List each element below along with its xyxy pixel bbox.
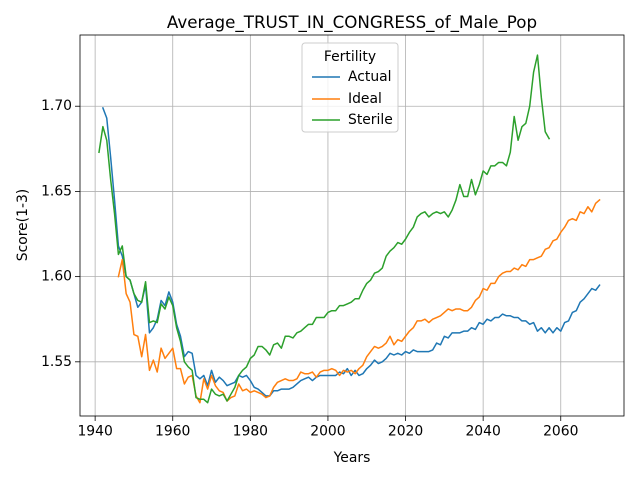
legend-label-actual: Actual: [348, 69, 392, 85]
legend-frame: [301, 42, 399, 133]
legend: Fertility Actual Ideal Sterile: [301, 42, 399, 133]
legend-item-actual: Actual: [312, 69, 392, 85]
x-tick-label: 1980: [233, 424, 268, 440]
legend-item-sterile: Sterile: [312, 112, 393, 128]
x-axis-label: Years: [333, 450, 371, 466]
y-axis-label: Score(1-3): [15, 189, 31, 261]
series-line-actual: [101, 106, 601, 397]
series-line-ideal: [117, 198, 601, 404]
chart-title: Average_TRUST_IN_CONGRESS_of_Male_Pop: [167, 12, 537, 33]
x-tick-label: 1940: [77, 424, 112, 440]
tick-layer: 1940 1960 1980 2000 2020 2040 2060 1.55 1.60 1.65…: [41, 98, 578, 439]
legend-label-ideal: Ideal: [348, 91, 382, 107]
y-tick-label: 1.60: [41, 269, 72, 285]
y-tick-label: 1.70: [41, 98, 72, 114]
y-tick-label: 1.65: [41, 183, 72, 199]
x-tick-label: 2060: [543, 424, 578, 440]
y-tick-label: 1.55: [41, 354, 72, 370]
x-tick-label: 2000: [310, 424, 345, 440]
x-tick-label: 2040: [465, 424, 500, 440]
x-tick-label: 1960: [155, 424, 190, 440]
series-line-sterile: [98, 54, 551, 404]
x-tick-label: 2020: [388, 424, 423, 440]
legend-item-ideal: Ideal: [312, 91, 382, 107]
legend-label-sterile: Sterile: [348, 112, 393, 128]
legend-title: Fertility: [324, 49, 376, 65]
plot-area-frame: [79, 34, 625, 417]
series-layer: [98, 54, 601, 404]
